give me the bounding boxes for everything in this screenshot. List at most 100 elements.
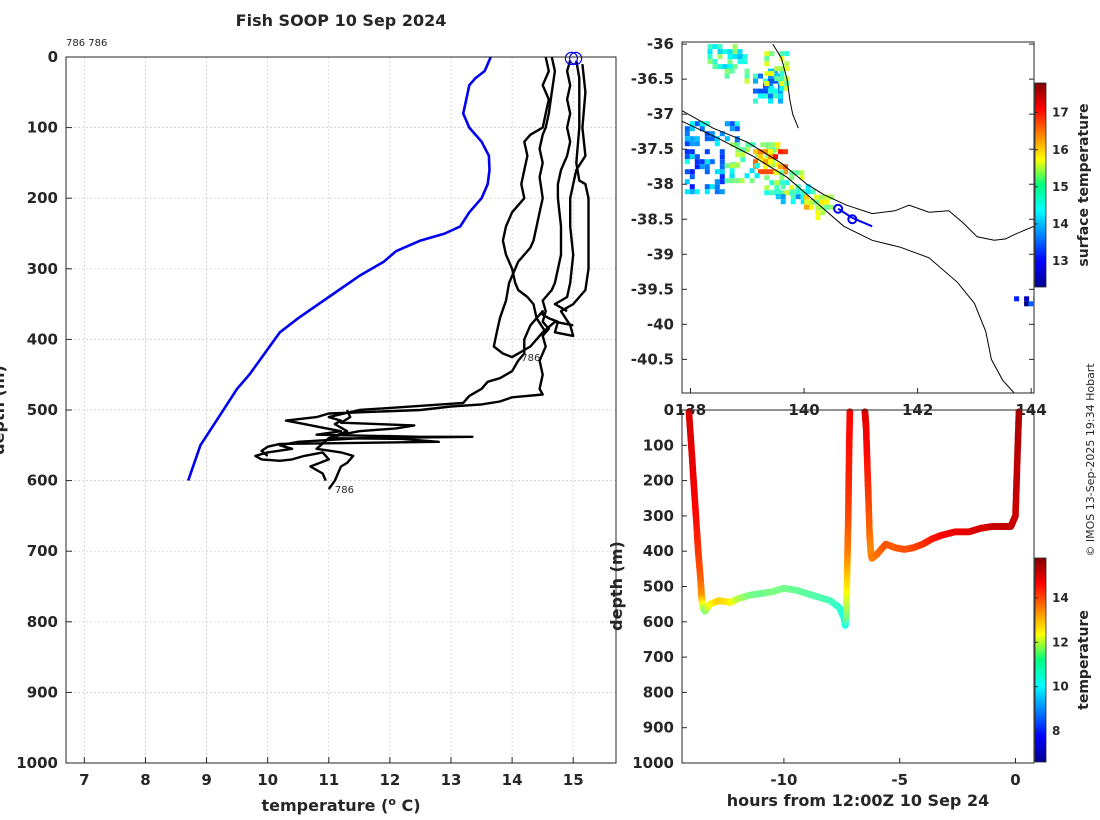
sst-pixel (768, 93, 773, 99)
sst-pixel (768, 149, 773, 155)
section-point-leg-2 (1015, 408, 1023, 416)
sst-pixel (719, 179, 725, 185)
sst-pixel (734, 126, 740, 132)
sst-pixel (735, 152, 741, 158)
map-colorbar-label: surface temperature (1076, 103, 1092, 266)
sst-pixel (744, 73, 750, 79)
sst-pixel (753, 73, 758, 79)
sst-pixel (769, 190, 775, 196)
sst-pixel (824, 204, 830, 210)
section-y-tick-label: 700 (643, 648, 674, 666)
sst-pixel (684, 154, 690, 160)
sst-pixel (712, 59, 718, 65)
section-y-tick-label: 900 (643, 719, 674, 737)
sst-pixel (704, 184, 710, 190)
sst-pixel (779, 76, 785, 82)
sst-pixel (744, 173, 750, 179)
sst-pixel (684, 179, 690, 185)
sst-pixel (729, 121, 735, 127)
sst-pixel (820, 210, 826, 216)
sst-pixel (704, 159, 710, 165)
profile-y-tick-label: 0 (48, 48, 58, 66)
profile-y-tick-label: 400 (27, 330, 58, 348)
map-y-tick-label: -38.5 (631, 210, 674, 228)
sst-pixel (775, 194, 781, 200)
sst-pixel (763, 93, 768, 99)
map-y-tick-label: -40 (647, 315, 674, 333)
sst-pixel (800, 194, 806, 200)
sst-pixel (779, 66, 785, 72)
sst-pixel (819, 199, 825, 205)
profile-y-tick-label: 1000 (16, 754, 58, 772)
sst-pixel (804, 199, 810, 205)
section-y-tick-label: 500 (643, 578, 674, 596)
sst-pixel (764, 190, 770, 196)
sst-pixel (712, 44, 718, 50)
profile-y-tick-label: 500 (27, 401, 58, 419)
sst-pixel (779, 170, 785, 176)
sst-pixel (684, 136, 690, 142)
sst-pixel (689, 136, 695, 142)
profile-id-label: 786 (335, 485, 354, 496)
sst-pixel (704, 189, 710, 195)
sst-pixel (717, 64, 723, 70)
sst-pixel (768, 159, 773, 165)
sst-pixel (789, 175, 795, 181)
sst-pixel (689, 149, 695, 155)
sst-pixel (694, 121, 700, 127)
profile-x-tick-label: 7 (79, 771, 89, 789)
sst-pixel (699, 159, 705, 165)
sst-pixel (760, 142, 766, 148)
map-y-tick-label: -40.5 (631, 350, 674, 368)
sst-pixel (724, 68, 730, 74)
sst-pixel (778, 98, 783, 104)
map-colorbar-tick-label: 16 (1052, 143, 1069, 157)
sst-pixel (809, 204, 815, 210)
sst-pixel (724, 73, 730, 79)
profile-x-tick-label: 15 (563, 771, 584, 789)
sst-pixel (729, 173, 735, 179)
sst-pixel (717, 54, 723, 60)
sst-pixel (709, 184, 715, 190)
sst-pixel (740, 152, 746, 158)
sst-pixel (804, 194, 810, 200)
sst-pixel (774, 76, 780, 82)
sst-pixel (749, 178, 755, 184)
profile-y-tick-label: 700 (27, 542, 58, 560)
sst-pixel (729, 126, 735, 132)
sst-pixel (684, 141, 690, 147)
map-y-tick-label: -37.5 (631, 140, 674, 158)
sst-pixel (689, 154, 695, 160)
sst-pixel (763, 159, 768, 165)
sst-pixel (694, 189, 700, 195)
sst-pixel (719, 169, 725, 175)
sst-pixel (773, 154, 778, 160)
sst-pixel (829, 204, 835, 210)
section-y-axis-label: depth (m) (607, 541, 626, 631)
sst-pixel (714, 141, 720, 147)
sst-pixel (758, 88, 763, 94)
section-y-tick-label: 600 (643, 613, 674, 631)
sst-pixel (790, 189, 796, 195)
map-y-tick-label: -36.5 (631, 70, 674, 88)
sst-pixel (795, 189, 801, 195)
sst-pixel (795, 194, 801, 200)
section-x-tick-label: -10 (770, 771, 797, 789)
sst-pixel (765, 142, 771, 148)
sst-pixel (732, 64, 738, 70)
sst-pixel (729, 178, 735, 184)
sst-pixel (779, 81, 785, 87)
sst-pixel (754, 163, 760, 169)
profile-x-axis-label: temperature (o C) (261, 795, 420, 815)
sst-pixel (727, 59, 733, 65)
map-y-tick-label: -38 (647, 175, 674, 193)
sst-pixel (758, 73, 763, 79)
sst-pixel (769, 51, 775, 57)
sst-pixel (815, 215, 821, 221)
sst-pixel (770, 142, 776, 148)
sst-pixel (783, 149, 788, 155)
sst-pixel (784, 190, 790, 196)
sst-pixel (778, 164, 783, 170)
profile-series-profile-a (315, 60, 590, 490)
sst-pixel (694, 154, 700, 160)
